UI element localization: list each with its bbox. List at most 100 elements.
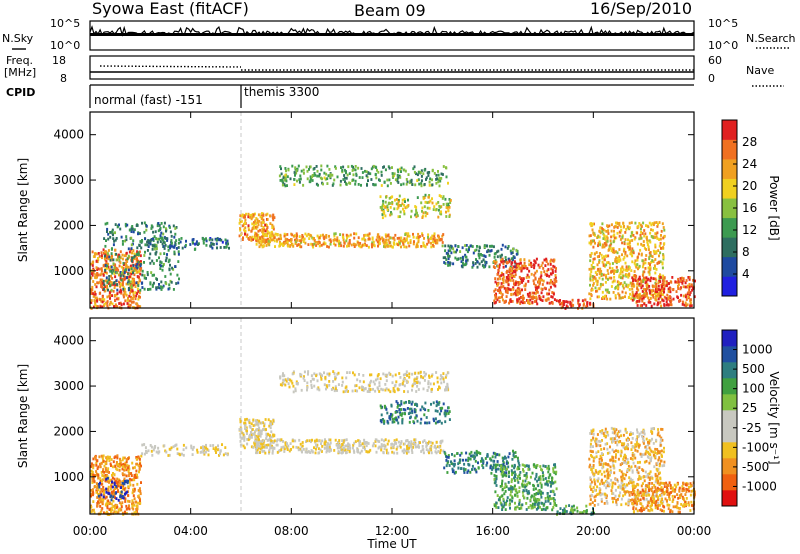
velocity-cell <box>138 496 141 500</box>
velocity-cell <box>122 462 125 466</box>
power-cell <box>299 174 302 178</box>
power-cell <box>132 256 135 259</box>
velocity-cell <box>320 377 323 381</box>
velocity-cell <box>217 444 220 448</box>
power-cell <box>124 224 127 228</box>
velocity-cell <box>109 479 112 483</box>
velocity-cell <box>90 510 93 514</box>
power-cell <box>609 243 612 247</box>
power-colorbar-tick: 12 <box>742 223 757 237</box>
power-cell <box>553 265 556 269</box>
velocity-cell <box>392 387 395 390</box>
power-cell <box>452 262 455 266</box>
power-cell <box>347 234 350 238</box>
velocity-cell <box>149 444 152 447</box>
velocity-cell <box>334 438 337 442</box>
velocity-cell <box>105 456 108 459</box>
power-cell <box>561 301 564 305</box>
power-cell <box>505 276 508 279</box>
noise-top-right-label: 10^5 <box>708 17 738 30</box>
power-cell <box>653 292 656 296</box>
power-cell <box>624 252 627 256</box>
velocity-cell <box>444 388 447 392</box>
velocity-cell <box>140 481 143 484</box>
nsky-label: N.Sky <box>2 32 34 45</box>
power-cell <box>381 207 384 211</box>
power-cell <box>514 283 517 286</box>
velocity-cell <box>96 459 99 463</box>
power-cell <box>391 166 394 169</box>
velocity-cell <box>103 476 106 480</box>
velocity-cell <box>105 469 108 472</box>
power-cell <box>273 239 276 243</box>
power-cell <box>606 288 609 292</box>
velocity-cell <box>410 448 413 452</box>
power-cell <box>259 228 262 232</box>
power-cell <box>442 195 445 198</box>
velocity-cell <box>196 448 199 452</box>
power-cell <box>622 221 625 225</box>
power-cell <box>570 304 573 308</box>
velocity-cell <box>259 447 262 451</box>
power-cell <box>416 196 419 199</box>
power-cell <box>100 272 103 276</box>
velocity-cell <box>132 466 135 470</box>
power-cell <box>448 206 451 209</box>
velocity-cell <box>386 442 389 446</box>
power-cell <box>643 287 646 291</box>
power-cell <box>449 201 452 204</box>
velocity-cell <box>442 377 445 381</box>
power-cell <box>437 170 440 173</box>
power-cell <box>352 173 355 177</box>
power-cell <box>109 269 112 273</box>
velocity-cell <box>401 412 404 415</box>
power-cell <box>96 260 99 264</box>
power-cell <box>111 271 114 275</box>
velocity-cell <box>127 457 130 461</box>
power-cell <box>407 241 410 245</box>
velocity-cell <box>126 490 129 494</box>
power-cell <box>441 173 444 176</box>
power-cell <box>510 257 513 261</box>
power-cell <box>645 236 648 240</box>
velocity-cell <box>445 385 448 389</box>
power-cell <box>528 275 531 279</box>
velocity-cell <box>340 451 343 455</box>
velocity-cell <box>445 464 448 468</box>
power-cell <box>660 304 663 308</box>
velocity-cell <box>125 460 128 464</box>
power-cell <box>598 261 601 264</box>
velocity-cell <box>406 390 409 394</box>
power-cell <box>122 302 125 306</box>
power-cell <box>571 304 574 307</box>
power-cell <box>272 218 275 222</box>
power-cell <box>334 165 337 169</box>
velocity-cell <box>326 441 329 445</box>
velocity-cell <box>264 451 267 455</box>
power-cell <box>662 274 665 278</box>
velocity-cell <box>502 459 505 463</box>
power-cell <box>338 244 341 248</box>
power-cell <box>119 285 122 289</box>
power-cell <box>649 231 652 235</box>
velocity-cell <box>291 372 294 376</box>
velocity-cell <box>332 386 335 390</box>
velocity-cell <box>309 380 312 383</box>
velocity-cell <box>104 496 107 500</box>
velocity-cell <box>133 511 136 515</box>
power-cell <box>331 173 334 177</box>
velocity-cell <box>106 504 109 508</box>
power-colorbar-band <box>722 159 737 179</box>
power-cell <box>660 229 663 233</box>
power-cell <box>117 255 120 258</box>
power-cell <box>537 263 540 267</box>
power-cell <box>627 245 630 249</box>
velocity-cell <box>306 388 309 392</box>
power-cell <box>398 240 401 244</box>
power-cell <box>121 253 124 257</box>
velocity-cell <box>369 388 372 391</box>
velocity-cell <box>109 495 112 499</box>
power-cell <box>636 282 639 286</box>
velocity-cell <box>355 384 358 387</box>
velocity-cell <box>102 511 105 515</box>
